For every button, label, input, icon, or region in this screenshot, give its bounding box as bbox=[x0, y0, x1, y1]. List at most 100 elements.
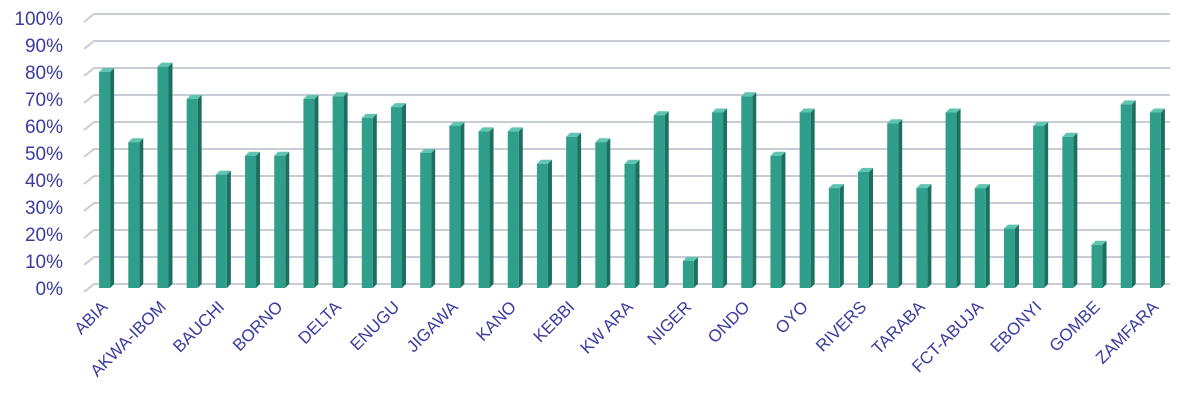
bar bbox=[449, 122, 465, 288]
x-tick-label: EBONYI bbox=[987, 297, 1046, 356]
bar-top bbox=[799, 108, 815, 113]
bar-side bbox=[197, 95, 202, 288]
bar-front bbox=[916, 188, 928, 288]
bar-front bbox=[1062, 136, 1074, 288]
bar-side bbox=[226, 170, 231, 288]
bar-top bbox=[420, 149, 436, 153]
bar bbox=[420, 149, 436, 288]
bar-front bbox=[741, 96, 753, 288]
bar-side bbox=[781, 151, 786, 288]
bar-top bbox=[595, 138, 611, 143]
bar-side bbox=[372, 113, 377, 289]
bar-top bbox=[157, 62, 173, 67]
bar-front bbox=[390, 107, 402, 288]
bar bbox=[828, 184, 844, 288]
bar-side bbox=[752, 92, 757, 288]
bar-front bbox=[1033, 126, 1045, 288]
bar-top bbox=[712, 108, 728, 113]
bar-side bbox=[839, 184, 844, 288]
bar bbox=[770, 151, 786, 288]
bar-side bbox=[635, 159, 640, 288]
bar-side bbox=[664, 111, 669, 288]
bar-front bbox=[128, 142, 140, 288]
bar bbox=[712, 108, 728, 288]
bar-front bbox=[274, 155, 286, 288]
bar-top bbox=[1149, 108, 1165, 113]
bar-side bbox=[1131, 100, 1136, 289]
x-tick-label: NIGER bbox=[644, 297, 696, 349]
bar bbox=[128, 138, 144, 288]
bar bbox=[536, 159, 552, 288]
bar-front bbox=[215, 174, 227, 288]
bar bbox=[945, 108, 961, 288]
bar-side bbox=[139, 138, 144, 288]
bar-top bbox=[536, 159, 552, 164]
bar-front bbox=[653, 115, 665, 288]
bar bbox=[799, 108, 815, 288]
bar-front bbox=[420, 153, 432, 288]
bar-side bbox=[723, 108, 728, 288]
bar-front bbox=[566, 136, 578, 288]
bar-front bbox=[595, 142, 607, 288]
grid-lines bbox=[83, 13, 1170, 293]
bar-side bbox=[343, 92, 348, 288]
bar-front bbox=[974, 188, 986, 288]
bar bbox=[1091, 240, 1107, 288]
bar-side bbox=[285, 151, 290, 288]
bar-front bbox=[245, 155, 257, 288]
bar-top bbox=[1120, 100, 1136, 105]
y-tick-label: 0% bbox=[36, 279, 64, 300]
bar-top bbox=[245, 151, 261, 156]
bar bbox=[215, 170, 231, 288]
bar-top bbox=[566, 132, 582, 137]
bar-top bbox=[1091, 240, 1107, 245]
y-axis-tick-labels: 0% 10% 20% 30% 40% 50% 60% 70% 80% 90% 100% bbox=[14, 9, 63, 300]
bar bbox=[595, 138, 611, 288]
x-tick-label: DELTA bbox=[295, 297, 346, 348]
bar bbox=[916, 184, 932, 288]
bar-top bbox=[916, 184, 932, 189]
bar-front bbox=[361, 117, 373, 289]
bar-side bbox=[314, 95, 319, 288]
gridline bbox=[83, 67, 1170, 77]
bar-front bbox=[303, 99, 315, 288]
bar-top bbox=[274, 151, 290, 156]
bar bbox=[682, 257, 698, 288]
bar-top bbox=[770, 151, 786, 156]
bar-top bbox=[186, 95, 202, 99]
bar bbox=[245, 151, 261, 288]
bar-side bbox=[927, 184, 932, 288]
bar-front bbox=[449, 126, 461, 288]
bar-side bbox=[693, 257, 698, 288]
y-tick-label: 40% bbox=[25, 171, 63, 192]
bar-front bbox=[828, 188, 840, 288]
bar bbox=[274, 151, 290, 288]
bar-side bbox=[956, 108, 961, 288]
bar bbox=[303, 95, 319, 288]
bar bbox=[887, 119, 903, 288]
y-tick-label: 30% bbox=[25, 198, 63, 219]
bar-top bbox=[653, 111, 669, 116]
gridline bbox=[83, 121, 1170, 131]
bar bbox=[1120, 100, 1136, 289]
bar-side bbox=[168, 62, 173, 288]
bar-top bbox=[215, 170, 231, 175]
bar-side bbox=[1014, 224, 1019, 288]
bar bbox=[1149, 108, 1165, 288]
bar-top bbox=[624, 159, 640, 164]
bar-top bbox=[974, 184, 990, 189]
bar-top bbox=[128, 138, 144, 143]
x-tick-label: ZAMFARA bbox=[1092, 297, 1163, 368]
bar bbox=[390, 103, 406, 288]
bar-front bbox=[858, 171, 870, 288]
x-tick-label: BORNO bbox=[229, 297, 287, 355]
bar-side bbox=[606, 138, 611, 288]
x-tick-label: KW ARA bbox=[577, 297, 638, 358]
bar-front bbox=[536, 163, 548, 288]
bar-front bbox=[1003, 228, 1015, 288]
bar-front bbox=[1120, 104, 1132, 289]
bar bbox=[858, 167, 874, 288]
bar bbox=[186, 95, 202, 288]
y-tick-label: 90% bbox=[25, 36, 63, 57]
